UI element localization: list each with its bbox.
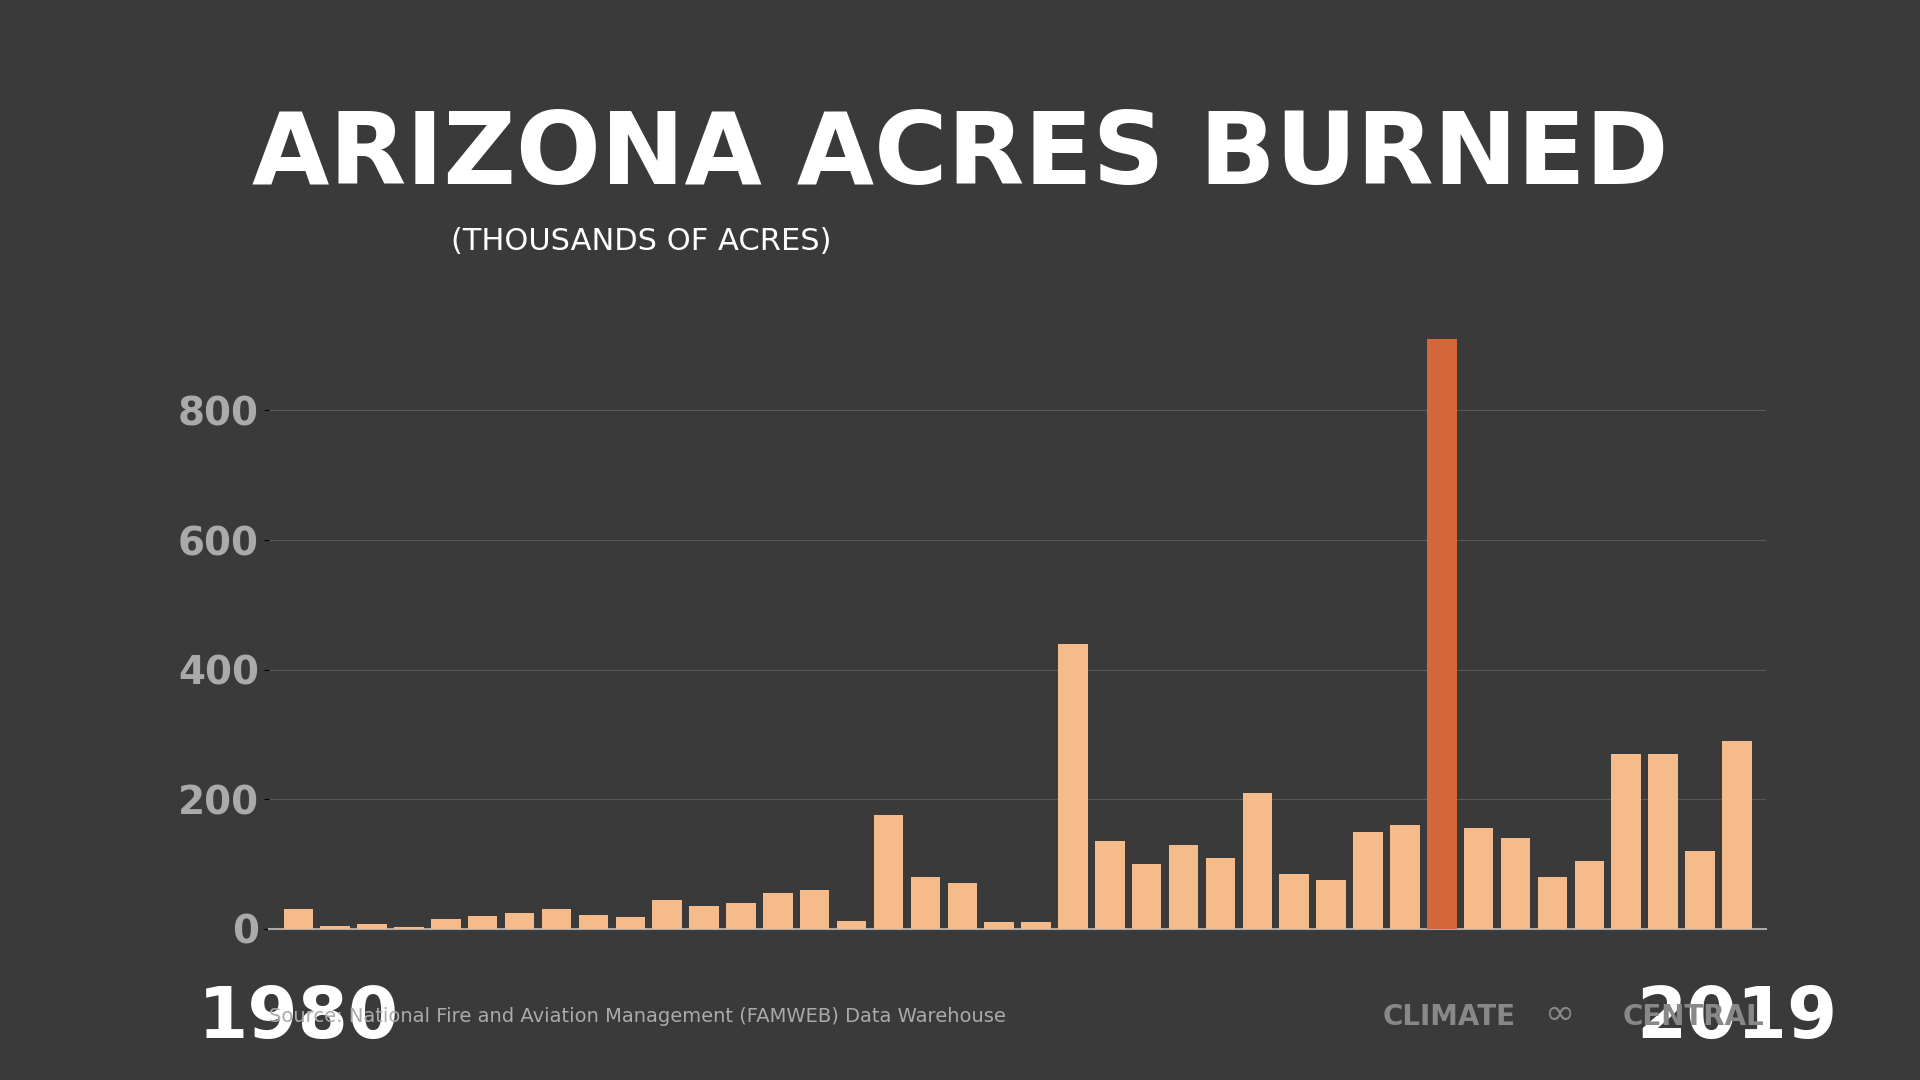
Bar	[947, 883, 977, 929]
Bar	[801, 890, 829, 929]
Bar	[1354, 832, 1382, 929]
Bar	[1133, 864, 1162, 929]
Text: ARIZONA ACRES BURNED: ARIZONA ACRES BURNED	[252, 108, 1668, 205]
Bar	[616, 917, 645, 929]
Bar	[1686, 851, 1715, 929]
Bar	[1538, 877, 1567, 929]
Bar	[653, 900, 682, 929]
Bar	[1279, 874, 1309, 929]
Text: 1980: 1980	[198, 984, 399, 1053]
Text: (THOUSANDS OF ACRES): (THOUSANDS OF ACRES)	[451, 227, 831, 256]
Text: ∞: ∞	[1544, 998, 1574, 1031]
Text: Source: National Fire and Aviation Management (FAMWEB) Data Warehouse: Source: National Fire and Aviation Manag…	[269, 1007, 1006, 1026]
Bar	[505, 913, 534, 929]
Bar	[1463, 828, 1494, 929]
Bar	[1722, 741, 1751, 929]
Bar	[541, 909, 572, 929]
Bar	[837, 921, 866, 929]
Bar	[1390, 825, 1419, 929]
Bar	[357, 923, 386, 929]
Bar	[1094, 841, 1125, 929]
Bar	[1427, 339, 1457, 929]
Bar	[762, 893, 793, 929]
Text: CLIMATE: CLIMATE	[1382, 1003, 1515, 1031]
Bar	[1058, 644, 1089, 929]
Bar	[910, 877, 941, 929]
Bar	[432, 919, 461, 929]
Bar	[1611, 754, 1642, 929]
Bar	[1649, 754, 1678, 929]
Bar	[1169, 845, 1198, 929]
Bar	[689, 906, 718, 929]
Bar	[578, 915, 609, 929]
Bar	[985, 922, 1014, 929]
Bar	[1574, 861, 1603, 929]
Bar	[726, 903, 756, 929]
Bar	[394, 927, 424, 929]
Bar	[874, 815, 902, 929]
Text: CENTRAL: CENTRAL	[1622, 1003, 1764, 1031]
Bar	[1242, 793, 1273, 929]
Bar	[1317, 880, 1346, 929]
Bar	[1206, 858, 1235, 929]
Bar	[1501, 838, 1530, 929]
Bar	[321, 926, 349, 929]
Text: 2019: 2019	[1636, 984, 1837, 1053]
Bar	[1021, 922, 1050, 929]
Bar	[468, 916, 497, 929]
Bar	[284, 909, 313, 929]
